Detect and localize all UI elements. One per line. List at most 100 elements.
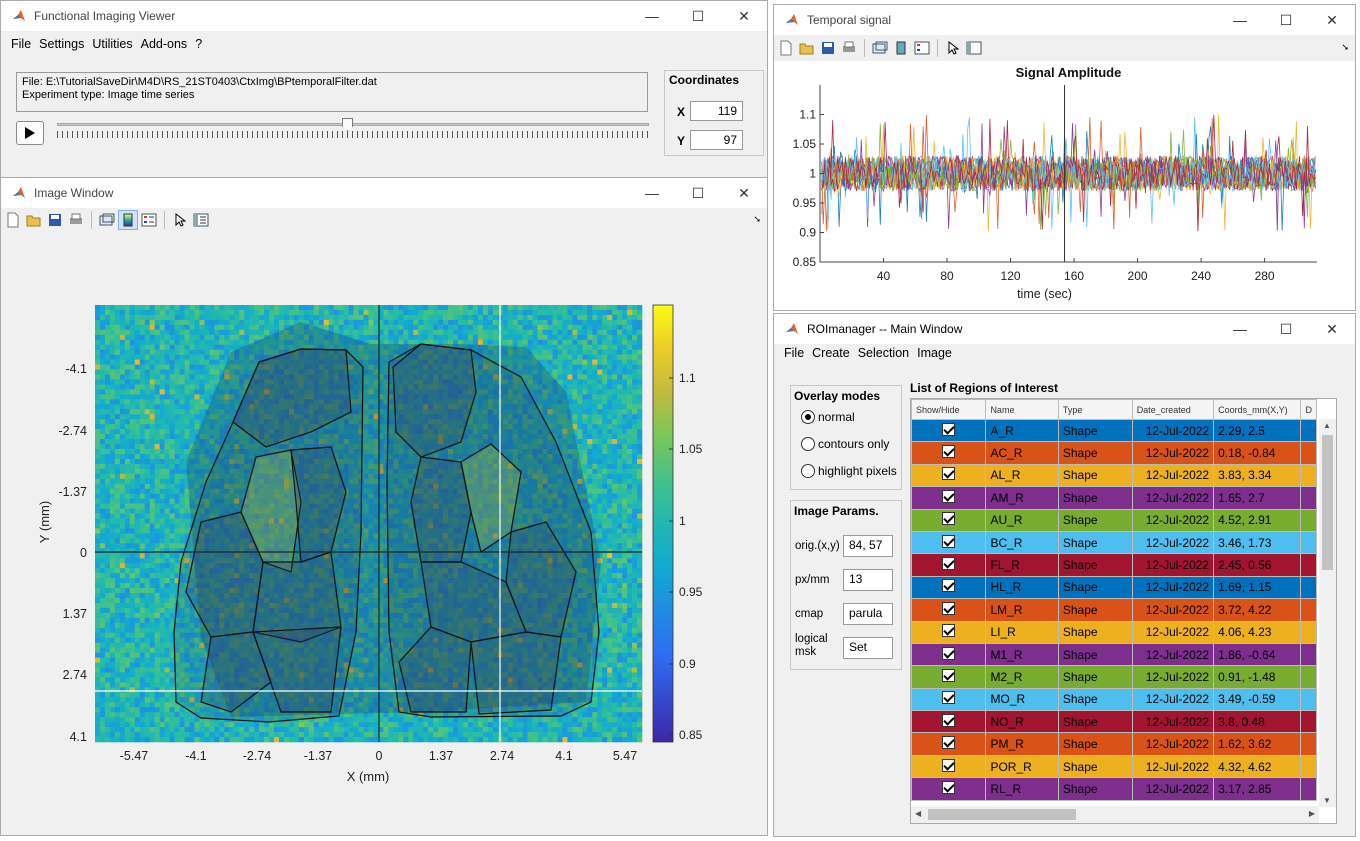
column-header[interactable]: Name [985,399,1059,420]
table-row[interactable]: A_R Shape 12-Jul-2022 2.29, 2.5 [911,418,1317,443]
table-row[interactable]: NO_R Shape 12-Jul-2022 3.8, 0.48 [911,710,1317,734]
coords-cell[interactable]: 2.29, 2.5 [1213,418,1302,443]
name-cell[interactable]: BC_R [985,530,1059,555]
show-hide-cell[interactable] [911,777,987,801]
name-cell[interactable]: M2_R [985,665,1059,689]
show-checkbox[interactable] [942,624,956,638]
name-cell[interactable]: A_R [985,418,1059,443]
menu-image[interactable]: Image [917,346,952,360]
extra-cell[interactable] [1300,732,1317,756]
show-checkbox[interactable] [942,736,956,750]
table-row[interactable]: LM_R Shape 12-Jul-2022 3.72, 4.22 [911,598,1317,622]
coords-cell[interactable]: 4.52, 2.91 [1213,508,1302,532]
vertical-scrollbar[interactable]: ▲ ▼ [1319,419,1336,807]
show-hide-cell[interactable] [911,732,987,756]
maximize-button[interactable]: ☐ [691,7,705,24]
menu-file[interactable]: File [784,346,805,360]
table-row[interactable]: M1_R Shape 12-Jul-2022 1.86, -0.64 [911,642,1317,667]
show-hide-cell[interactable] [911,665,987,689]
print-icon[interactable] [839,38,859,58]
show-checkbox[interactable] [942,467,956,481]
save-icon[interactable] [45,210,65,230]
extra-cell[interactable] [1300,754,1317,779]
close-button[interactable]: ✕ [738,7,750,24]
brain-image-plot[interactable]: -4.1 -2.74 -1.37 0 1.37 2.74 4.1 -5.47 -4.1 -2.74… [1,232,767,835]
menu-selection[interactable]: Selection [857,346,910,360]
scroll-up-icon[interactable]: ▲ [1323,421,1331,430]
menu-addons[interactable]: Add-ons [140,37,188,51]
signal-chart[interactable]: Signal Amplitude 1.1 1.05 1 0.95 0.9 0.85 40 80 1… [774,61,1355,310]
overlay-option-contours-only[interactable]: contours only [801,437,889,451]
coords-cell[interactable]: 0.91, -1.48 [1213,665,1302,689]
new-figure-icon[interactable] [3,210,23,230]
radio-button[interactable] [801,437,815,451]
show-hide-cell[interactable] [911,463,987,488]
show-checkbox[interactable] [942,780,956,794]
name-cell[interactable]: LM_R [985,598,1059,622]
menu-file[interactable]: File [11,37,32,51]
table-row[interactable]: MO_R Shape 12-Jul-2022 3.49, -0.59 [911,687,1317,712]
roi-left-motor[interactable] [232,348,352,448]
colorbar-icon[interactable] [118,210,138,230]
colorbar-icon[interactable] [891,38,911,58]
table-row[interactable]: LI_R Shape 12-Jul-2022 4.06, 4.23 [911,620,1317,644]
maximize-button[interactable]: ☐ [691,184,705,201]
show-hide-cell[interactable] [911,710,987,734]
table-row[interactable]: HL_R Shape 12-Jul-2022 1.69, 1.15 [911,575,1317,600]
type-cell[interactable]: Shape [1057,642,1133,667]
table-row[interactable]: AU_R Shape 12-Jul-2022 4.52, 2.91 [911,508,1317,532]
extra-cell[interactable] [1300,665,1317,689]
roi-right-outline[interactable] [386,343,600,718]
table-row[interactable]: AC_R Shape 12-Jul-2022 0.18, -0.84 [911,441,1317,465]
menu-create[interactable]: Create [812,346,850,360]
property-inspector-icon[interactable] [191,210,211,230]
date-cell[interactable]: 12-Jul-2022 [1131,508,1215,532]
coords-cell[interactable]: 0.18, -0.84 [1213,441,1302,465]
table-row[interactable]: AL_R Shape 12-Jul-2022 3.83, 3.34 [911,463,1317,488]
show-hide-cell[interactable] [911,441,987,465]
open-file-icon[interactable] [24,210,44,230]
maximize-button[interactable]: ☐ [1279,320,1293,337]
name-cell[interactable]: PM_R [985,732,1059,756]
radio-button[interactable] [801,410,815,424]
coords-cell[interactable]: 3.17, 2.85 [1213,777,1302,801]
extra-cell[interactable] [1300,687,1317,712]
legend-icon[interactable] [139,210,159,230]
close-button[interactable]: ✕ [1326,11,1338,28]
name-cell[interactable]: AL_R [985,463,1059,488]
dock-arrow-icon[interactable]: ➘ [753,214,761,224]
close-button[interactable]: ✕ [738,184,750,201]
show-hide-cell[interactable] [911,754,987,779]
name-cell[interactable]: POR_R [985,754,1059,779]
show-checkbox[interactable] [942,489,956,503]
param-field[interactable]: parula [843,603,893,625]
extra-cell[interactable] [1300,598,1317,622]
param-field[interactable]: Set [843,637,893,659]
table-row[interactable]: AM_R Shape 12-Jul-2022 1.65, 2.7 [911,486,1317,510]
type-cell[interactable]: Shape [1057,687,1133,712]
roi-right-motor[interactable] [392,343,477,458]
type-cell[interactable]: Shape [1057,530,1133,555]
show-checkbox[interactable] [942,557,956,571]
dock-arrow-icon[interactable]: ➘ [1341,42,1349,52]
show-checkbox[interactable] [942,691,956,705]
date-cell[interactable]: 12-Jul-2022 [1131,530,1215,555]
scroll-right-icon[interactable]: ▶ [1308,809,1315,818]
extra-cell[interactable] [1300,642,1317,667]
name-cell[interactable]: AM_R [985,486,1059,510]
date-cell[interactable]: 12-Jul-2022 [1131,777,1215,801]
name-cell[interactable]: NO_R [985,710,1059,734]
type-cell[interactable]: Shape [1057,777,1133,801]
date-cell[interactable]: 12-Jul-2022 [1131,486,1215,510]
colorbar[interactable] [652,304,674,743]
slider-thumb[interactable] [342,118,354,131]
type-cell[interactable]: Shape [1057,508,1133,532]
radio-button[interactable] [801,464,815,478]
type-cell[interactable]: Shape [1057,553,1133,577]
show-hide-cell[interactable] [911,620,987,644]
extra-cell[interactable] [1300,441,1317,465]
name-cell[interactable]: M1_R [985,642,1059,667]
date-cell[interactable]: 12-Jul-2022 [1131,598,1215,622]
extra-cell[interactable] [1300,508,1317,532]
type-cell[interactable]: Shape [1057,575,1133,600]
